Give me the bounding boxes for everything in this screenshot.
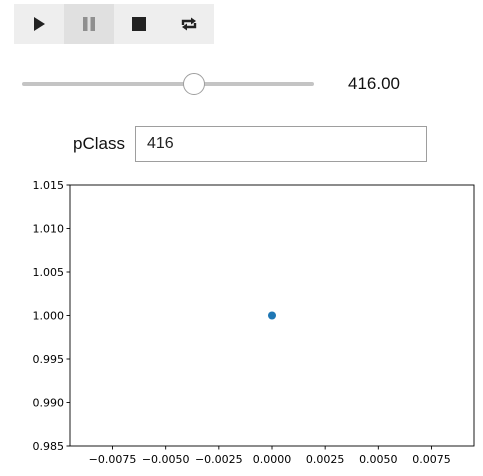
stop-icon [132,17,146,31]
x-tick-label: 0.0075 [412,453,451,466]
pclass-label: pClass [73,134,125,153]
slider-readout: 416.00 [348,74,400,93]
play-icon [34,17,45,31]
scatter-plot: 0.985 0.990 0.995 1.000 1.005 1.010 1.015 −0.00… [33,179,475,466]
repeat-button[interactable] [164,4,214,44]
stop-button[interactable] [114,4,164,44]
play-button[interactable] [14,4,64,44]
slider-track[interactable] [22,82,314,86]
x-tick-label: 0.0025 [306,453,345,466]
x-tick-label: −0.0050 [142,453,190,466]
x-tick-label: 0.0050 [359,453,398,466]
x-tick-label: −0.0025 [195,453,243,466]
value-slider[interactable] [22,72,314,96]
y-tick-label: 1.015 [33,179,65,192]
x-tick-label: 0.0000 [253,453,292,466]
y-tick-label: 1.005 [33,266,65,279]
y-tick-label: 0.995 [33,353,65,366]
x-tick-label: −0.0075 [89,453,137,466]
pause-icon [83,17,95,31]
y-tick-label: 0.985 [33,440,65,453]
y-tick-label: 1.000 [33,310,65,323]
y-tick-label: 0.990 [33,397,65,410]
slider-handle[interactable] [183,73,206,95]
data-point [268,311,276,320]
y-tick-label: 1.010 [33,223,65,236]
pclass-input[interactable] [135,126,427,162]
playback-toolbar [14,4,214,44]
repeat-icon [181,17,197,31]
pause-button[interactable] [64,4,114,44]
